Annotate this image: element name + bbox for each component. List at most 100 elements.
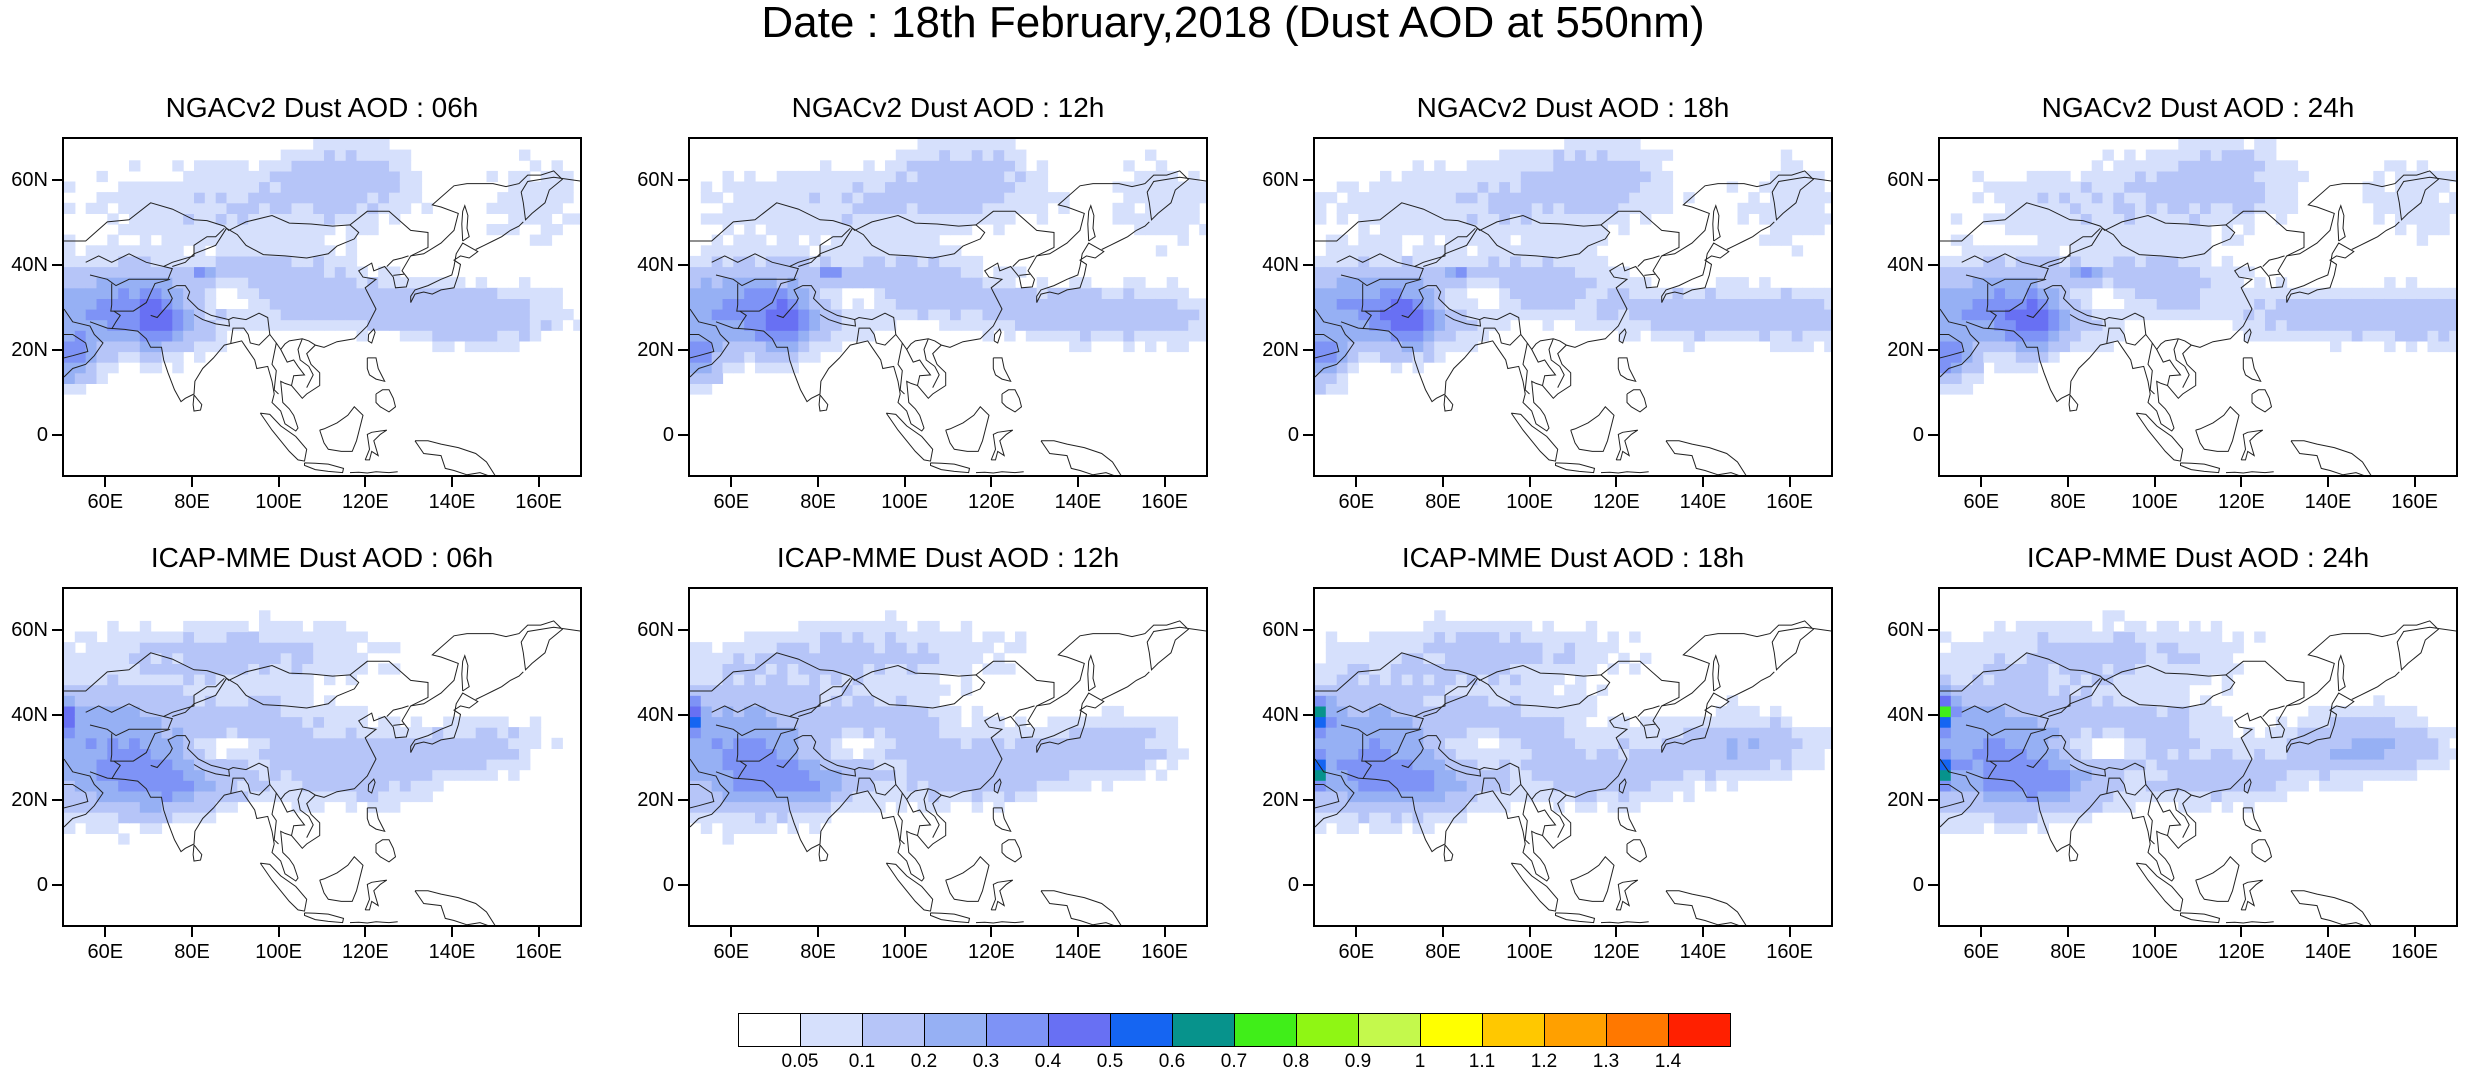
aod-grid-cell xyxy=(118,224,129,235)
aod-grid-cell xyxy=(1467,748,1478,759)
aod-grid-cell xyxy=(1004,150,1015,161)
aod-grid-cell xyxy=(744,352,755,363)
aod-grid-cell xyxy=(712,663,723,674)
aod-grid-cell xyxy=(885,727,896,738)
aod-grid-cell xyxy=(820,802,831,813)
aod-grid-cell xyxy=(443,320,454,331)
aod-grid-cell xyxy=(2016,812,2027,823)
aod-grid-cell xyxy=(820,663,831,674)
aod-grid-cell xyxy=(205,192,216,203)
coastline xyxy=(1041,891,1123,927)
aod-grid-cell xyxy=(733,288,744,299)
aod-grid-cell xyxy=(863,245,874,256)
aod-grid-cell xyxy=(227,653,238,664)
aod-grid-cell xyxy=(1940,256,1951,267)
aod-grid-cell xyxy=(2005,362,2016,373)
aod-grid-cell xyxy=(1499,674,1510,685)
aod-grid-cell xyxy=(519,759,530,770)
aod-grid-cell xyxy=(1770,320,1781,331)
aod-grid-cell xyxy=(172,780,183,791)
aod-grid-cell xyxy=(1510,182,1521,193)
aod-grid-cell xyxy=(766,320,777,331)
aod-grid-cell xyxy=(1391,192,1402,203)
aod-grid-cell xyxy=(928,267,939,278)
aod-grid-cell xyxy=(2254,330,2265,341)
aod-grid-cell xyxy=(367,171,378,182)
aod-grid-cell xyxy=(972,706,983,717)
lon-tick-label: 160E xyxy=(1760,491,1820,513)
aod-grid-cell xyxy=(205,738,216,749)
aod-grid-cell xyxy=(237,642,248,653)
aod-grid-cell xyxy=(476,770,487,781)
aod-grid-cell xyxy=(1423,224,1434,235)
aod-grid-cell xyxy=(1423,632,1434,643)
aod-grid-cell xyxy=(487,330,498,341)
aod-grid-cell xyxy=(690,706,701,717)
aod-grid-cell xyxy=(2005,267,2016,278)
aod-grid-cell xyxy=(324,780,335,791)
aod-grid-cell xyxy=(788,642,799,653)
aod-grid-cell xyxy=(346,139,357,150)
aod-grid-cell xyxy=(983,748,994,759)
aod-grid-cell xyxy=(2438,341,2449,352)
aod-grid-cell xyxy=(983,139,994,150)
aod-grid-cell xyxy=(324,267,335,278)
lon-tick-mark xyxy=(1789,927,1791,937)
aod-grid-cell xyxy=(1532,235,1543,246)
aod-grid-cell xyxy=(1434,717,1445,728)
aod-grid-cell xyxy=(487,171,498,182)
aod-grid-cell xyxy=(1467,182,1478,193)
aod-grid-cell xyxy=(367,288,378,299)
aod-grid-cell xyxy=(928,653,939,664)
aod-grid-cell xyxy=(1423,341,1434,352)
aod-grid-cell xyxy=(939,277,950,288)
aod-grid-cell xyxy=(1456,738,1467,749)
aod-grid-cell xyxy=(1315,791,1326,802)
aod-grid-cell xyxy=(1575,213,1586,224)
aod-grid-cell xyxy=(2048,171,2059,182)
aod-grid-cell xyxy=(896,150,907,161)
aod-grid-cell xyxy=(487,309,498,320)
aod-grid-cell xyxy=(302,748,313,759)
aod-grid-cell xyxy=(2438,330,2449,341)
aod-grid-cell xyxy=(907,748,918,759)
lat-tick-mark xyxy=(1303,179,1313,181)
aod-grid-cell xyxy=(313,182,324,193)
aod-grid-cell xyxy=(842,642,853,653)
lon-tick-label: 80E xyxy=(162,941,222,963)
aod-grid-cell xyxy=(1940,780,1951,791)
aod-grid-cell xyxy=(1640,748,1651,759)
aod-grid-cell xyxy=(1973,171,1984,182)
aod-grid-cell xyxy=(1553,309,1564,320)
coastline xyxy=(1088,206,1095,241)
aod-grid-cell xyxy=(248,727,259,738)
aod-grid-cell xyxy=(1445,182,1456,193)
aod-grid-cell xyxy=(1575,770,1586,781)
aod-grid-cell xyxy=(2417,288,2428,299)
aod-grid-cell xyxy=(1445,203,1456,214)
aod-grid-cell xyxy=(798,748,809,759)
lon-tick-label: 120E xyxy=(335,491,395,513)
aod-grid-cell xyxy=(1315,674,1326,685)
aod-grid-cell xyxy=(1727,738,1738,749)
aod-grid-cell xyxy=(842,267,853,278)
aod-grid-cell xyxy=(2016,695,2027,706)
aod-grid-cell xyxy=(476,727,487,738)
aod-grid-cell xyxy=(1402,320,1413,331)
aod-grid-cell xyxy=(194,182,205,193)
aod-grid-cell xyxy=(853,203,864,214)
aod-grid-cell xyxy=(64,383,75,394)
aod-grid-cell xyxy=(712,298,723,309)
aod-grid-cell xyxy=(798,802,809,813)
aod-grid-cell xyxy=(302,759,313,770)
aod-grid-cell xyxy=(972,738,983,749)
aod-grid-cell xyxy=(809,791,820,802)
aod-grid-cell xyxy=(1564,727,1575,738)
aod-grid-cell xyxy=(2016,621,2027,632)
aod-grid-cell xyxy=(701,674,712,685)
aod-grid-cell xyxy=(1951,748,1962,759)
aod-grid-cell xyxy=(2113,182,2124,193)
aod-grid-cell xyxy=(1145,738,1156,749)
aod-grid-cell xyxy=(1521,759,1532,770)
aod-grid-cell xyxy=(183,235,194,246)
